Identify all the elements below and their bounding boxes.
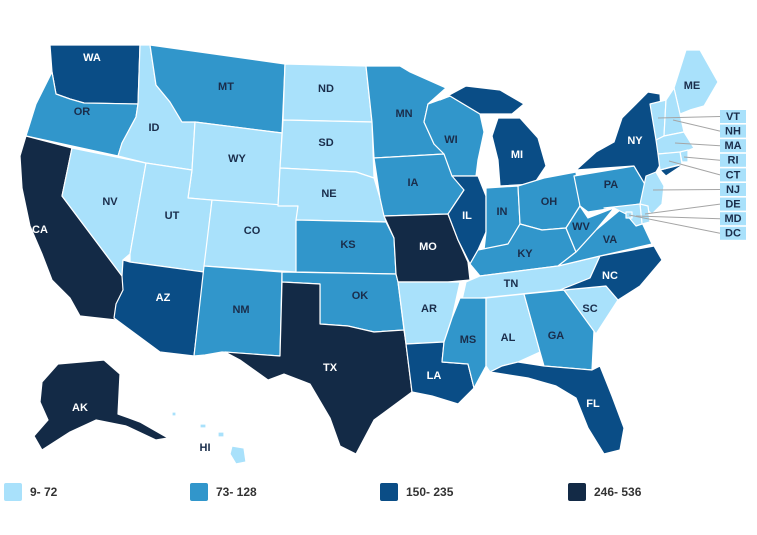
state-label-me: ME bbox=[684, 80, 701, 92]
legend-label: 73- 128 bbox=[216, 485, 257, 499]
state-label-nv: NV bbox=[102, 196, 118, 208]
state-label-tn: TN bbox=[504, 278, 519, 290]
state-AK[interactable] bbox=[33, 359, 169, 451]
leader-line-nj bbox=[652, 189, 721, 191]
ne-label-de: DE bbox=[725, 199, 740, 211]
leader-line-de bbox=[644, 203, 721, 215]
state-label-tx: TX bbox=[323, 362, 338, 374]
state-label-ar: AR bbox=[421, 303, 437, 315]
state-label-ut: UT bbox=[165, 210, 180, 222]
leader-line-ma bbox=[674, 142, 721, 147]
state-label-il: IL bbox=[462, 210, 472, 222]
ne-box-ma[interactable] bbox=[720, 139, 746, 153]
ne-box-nh[interactable] bbox=[720, 124, 746, 138]
state-label-ks: KS bbox=[340, 239, 355, 251]
state-label-ca: CA bbox=[32, 224, 48, 236]
legend-item-3: 150- 235 bbox=[380, 482, 453, 502]
state-label-pa: PA bbox=[604, 179, 619, 191]
legend-swatch bbox=[190, 483, 208, 501]
state-label-mo: MO bbox=[419, 241, 437, 253]
state-label-az: AZ bbox=[156, 292, 171, 304]
state-label-ok: OK bbox=[352, 290, 369, 302]
ne-box-de[interactable] bbox=[720, 197, 746, 211]
leader-line-dc bbox=[628, 214, 721, 234]
legend-swatch bbox=[568, 483, 586, 501]
legend-label: 9- 72 bbox=[30, 485, 58, 499]
ne-box-ri[interactable] bbox=[720, 153, 746, 167]
state-label-wi: WI bbox=[444, 134, 457, 146]
state-label-wa: WA bbox=[83, 52, 101, 64]
state-MD[interactable] bbox=[603, 203, 643, 227]
state-label-ak: AK bbox=[72, 402, 88, 414]
ne-label-ct: CT bbox=[726, 169, 741, 181]
ne-label-ma: MA bbox=[724, 140, 741, 152]
state-label-ne: NE bbox=[321, 188, 336, 200]
state-label-sd: SD bbox=[318, 137, 333, 149]
leader-line-nh bbox=[672, 119, 721, 132]
legend-label: 246- 536 bbox=[594, 485, 642, 499]
state-label-mt: MT bbox=[218, 81, 234, 93]
ne-label-vt: VT bbox=[726, 111, 740, 123]
state-label-ny: NY bbox=[627, 135, 643, 147]
state-label-ms: MS bbox=[460, 334, 477, 346]
northeast-label-boxes: VT NH MA RI CT NJ DE MD DC bbox=[720, 110, 746, 240]
leader-line-vt bbox=[657, 116, 721, 119]
state-label-va: VA bbox=[603, 234, 618, 246]
ne-box-vt[interactable] bbox=[720, 110, 746, 123]
state-label-mi: MI bbox=[511, 149, 523, 161]
state-label-la: LA bbox=[427, 370, 442, 382]
state-label-wy: WY bbox=[228, 153, 246, 165]
state-HI[interactable] bbox=[171, 411, 247, 465]
state-TX[interactable] bbox=[224, 281, 413, 455]
state-label-hi: HI bbox=[200, 442, 211, 454]
state-label-co: CO bbox=[244, 225, 261, 237]
state-NH[interactable] bbox=[663, 87, 685, 137]
state-label-nc: NC bbox=[602, 270, 618, 282]
leader-line-ri bbox=[683, 156, 721, 161]
state-label-ga: GA bbox=[548, 330, 565, 342]
state-label-al: AL bbox=[501, 332, 516, 344]
state-label-ia: IA bbox=[408, 177, 419, 189]
state-NC[interactable] bbox=[559, 245, 663, 301]
ne-label-nh: NH bbox=[725, 126, 741, 138]
leader-line-ct bbox=[668, 160, 721, 176]
state-ME[interactable] bbox=[673, 49, 719, 115]
ne-box-nj[interactable] bbox=[720, 183, 746, 196]
state-label-ky: KY bbox=[517, 248, 533, 260]
state-label-oh: OH bbox=[541, 196, 558, 208]
state-label-in: IN bbox=[497, 206, 508, 218]
ne-label-nj: NJ bbox=[726, 184, 740, 196]
legend-swatch bbox=[380, 483, 398, 501]
state-label-nm: NM bbox=[232, 304, 249, 316]
ne-label-ri: RI bbox=[728, 155, 739, 167]
state-label-sc: SC bbox=[582, 303, 597, 315]
state-label-nd: ND bbox=[318, 83, 334, 95]
leader-line-md bbox=[635, 215, 721, 220]
state-shapes bbox=[19, 44, 719, 465]
legend-item-1: 9- 72 bbox=[4, 482, 57, 502]
state-FL[interactable] bbox=[489, 361, 625, 455]
state-label-id: ID bbox=[149, 122, 160, 134]
state-label-mn: MN bbox=[395, 108, 412, 120]
state-AZ[interactable] bbox=[113, 259, 205, 357]
legend-swatch bbox=[4, 483, 22, 501]
legend-label: 150- 235 bbox=[406, 485, 454, 499]
state-label-or: OR bbox=[74, 106, 91, 118]
state-labels: WA OR CA NV ID MT WY UT AZ CO NM ND SD NE KS OK TX MN IA MO… bbox=[32, 52, 700, 454]
legend-item-4: 246- 536 bbox=[568, 482, 641, 502]
ne-box-ct[interactable] bbox=[720, 168, 746, 182]
ne-box-dc[interactable] bbox=[720, 226, 746, 240]
ne-box-md[interactable] bbox=[720, 212, 746, 226]
state-label-fl: FL bbox=[586, 398, 600, 410]
northeast-leader-lines bbox=[628, 116, 721, 234]
state-label-wv: WV bbox=[572, 221, 590, 233]
legend-item-2: 73- 128 bbox=[190, 482, 257, 502]
ne-label-md: MD bbox=[724, 213, 741, 225]
ne-label-dc: DC bbox=[725, 228, 741, 240]
